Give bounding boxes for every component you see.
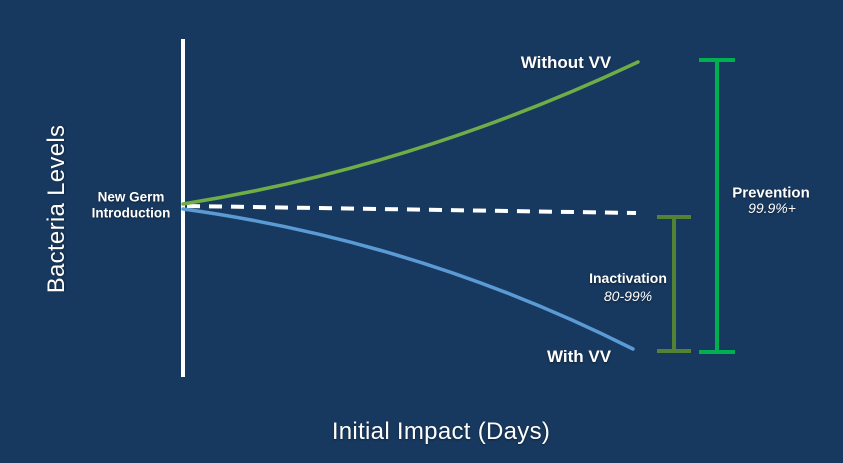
baseline-dashed-line <box>186 204 637 215</box>
origin-annotation: New Germ Introduction <box>91 189 171 220</box>
bracket-inactivation <box>657 215 691 353</box>
inactivation-annotation-title: Inactivation <box>589 269 667 286</box>
prevention-annotation-value: 99.9%+ <box>748 199 796 216</box>
with-vv-curve-label: With VV <box>546 347 612 367</box>
inactivation-annotation-value: 80-99% <box>603 287 653 304</box>
bracket-prevention <box>699 58 735 354</box>
prevention-annotation-title: Prevention <box>732 184 810 202</box>
curve-with-vv <box>181 207 635 351</box>
curve-without-vv <box>181 60 640 206</box>
without-vv-curve-label: Without VV <box>520 53 612 73</box>
y-axis-label: Bacteria Levels <box>43 124 71 294</box>
x-axis-label: Initial Impact (Days) <box>331 418 551 446</box>
